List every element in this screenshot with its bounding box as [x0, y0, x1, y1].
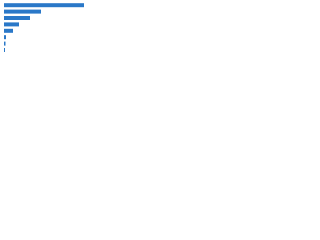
chart — [4, 3, 84, 52]
bar — [4, 16, 30, 20]
bar — [4, 3, 84, 8]
page: {"chart_data": {"type": "bar", "orientat… — [0, 0, 100, 71]
bar — [4, 48, 5, 52]
bar — [4, 22, 19, 27]
bar — [4, 28, 13, 33]
bar — [4, 9, 41, 14]
bar — [4, 35, 6, 40]
bar — [4, 41, 6, 46]
